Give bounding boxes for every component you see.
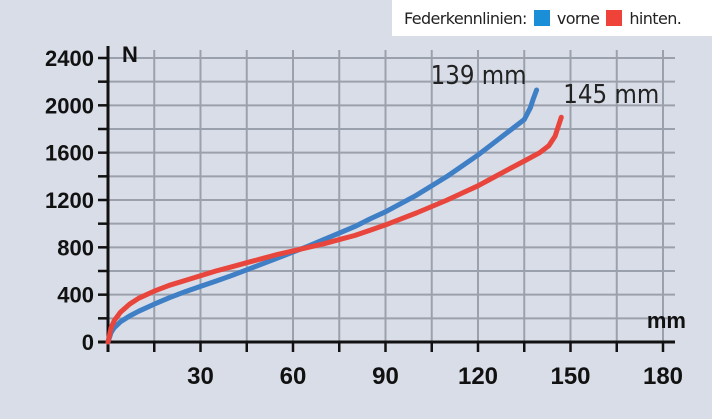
chart-axes: [98, 46, 675, 352]
annotation-hinten: 145 mm: [563, 80, 659, 110]
y-tick-label: 1600: [45, 141, 94, 166]
legend-entry-hinten: hinten.: [606, 8, 682, 28]
y-axis-label: N: [122, 42, 138, 67]
legend-swatch-vorne: [533, 10, 550, 26]
x-tick-label: 90: [372, 363, 399, 390]
y-tick-label: 1200: [45, 188, 94, 213]
y-tick-label: 0: [82, 330, 94, 355]
chart-grid: [108, 50, 675, 342]
annotation-vorne: 139 mm: [431, 61, 527, 91]
legend-entry-vorne: vorne: [533, 8, 600, 28]
chart-labels: 0 400 800 1200 1600 2000 2400 30 60 90 120 150 180 Nm…: [45, 42, 686, 390]
x-tick-label: 30: [187, 363, 214, 390]
legend-swatch-hinten: [606, 10, 623, 26]
y-tick-label: 800: [57, 235, 94, 260]
x-tick-label: 180: [643, 363, 683, 390]
legend: Federkennlinien: vorne hinten.: [392, 0, 712, 36]
x-tick-label: 60: [280, 363, 307, 390]
series-line-hinten: [105, 114, 564, 345]
x-tick-label: 150: [550, 363, 590, 390]
y-tick-label: 400: [57, 283, 94, 308]
x-tick-label: 120: [458, 363, 498, 390]
x-axis-label: mm: [647, 308, 686, 333]
chart-series: [105, 87, 564, 345]
legend-label-vorne: vorne: [556, 8, 600, 28]
legend-label-hinten: hinten.: [629, 8, 682, 28]
y-tick-label: 2400: [45, 46, 94, 71]
y-tick-label: 2000: [45, 93, 94, 118]
series-line-vorne: [105, 87, 540, 345]
legend-title: Federkennlinien:: [404, 8, 527, 28]
